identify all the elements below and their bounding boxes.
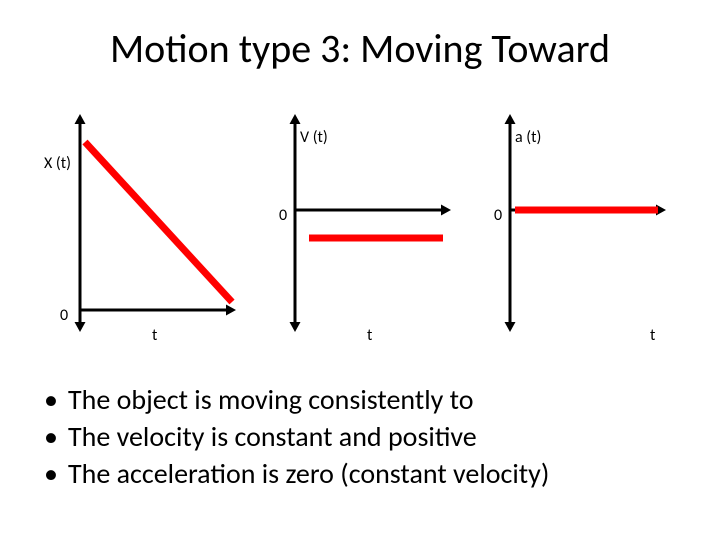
bullet-item: The object is moving consistently to — [40, 382, 680, 417]
zero-label: 0 — [494, 206, 502, 225]
slide-title: Motion type 3: Moving Toward — [0, 24, 720, 73]
bullet-item: The velocity is constant and positive — [40, 419, 680, 454]
y-axis-label: V (t) — [300, 128, 328, 147]
x-axis-label: t — [367, 326, 372, 345]
y-axis-label: X (t) — [44, 154, 71, 173]
bullet-list: The object is moving consistently to The… — [40, 380, 680, 493]
x-axis-label: t — [650, 326, 655, 345]
x-axis-label: t — [152, 326, 157, 345]
bullet-item: The acceleration is zero (constant veloc… — [40, 456, 680, 491]
zero-label: 0 — [279, 206, 287, 225]
graph-acceleration: a (t)0t — [480, 110, 670, 340]
y-axis-label: a (t) — [515, 128, 541, 147]
zero-label: 0 — [60, 306, 68, 325]
graphs-row: X (t)0t V (t)0t a (t)0t — [50, 110, 670, 340]
graph-velocity: V (t)0t — [265, 110, 455, 340]
graph-position: X (t)0t — [50, 110, 240, 340]
slide: Motion type 3: Moving Toward X (t)0t V (… — [0, 0, 720, 540]
